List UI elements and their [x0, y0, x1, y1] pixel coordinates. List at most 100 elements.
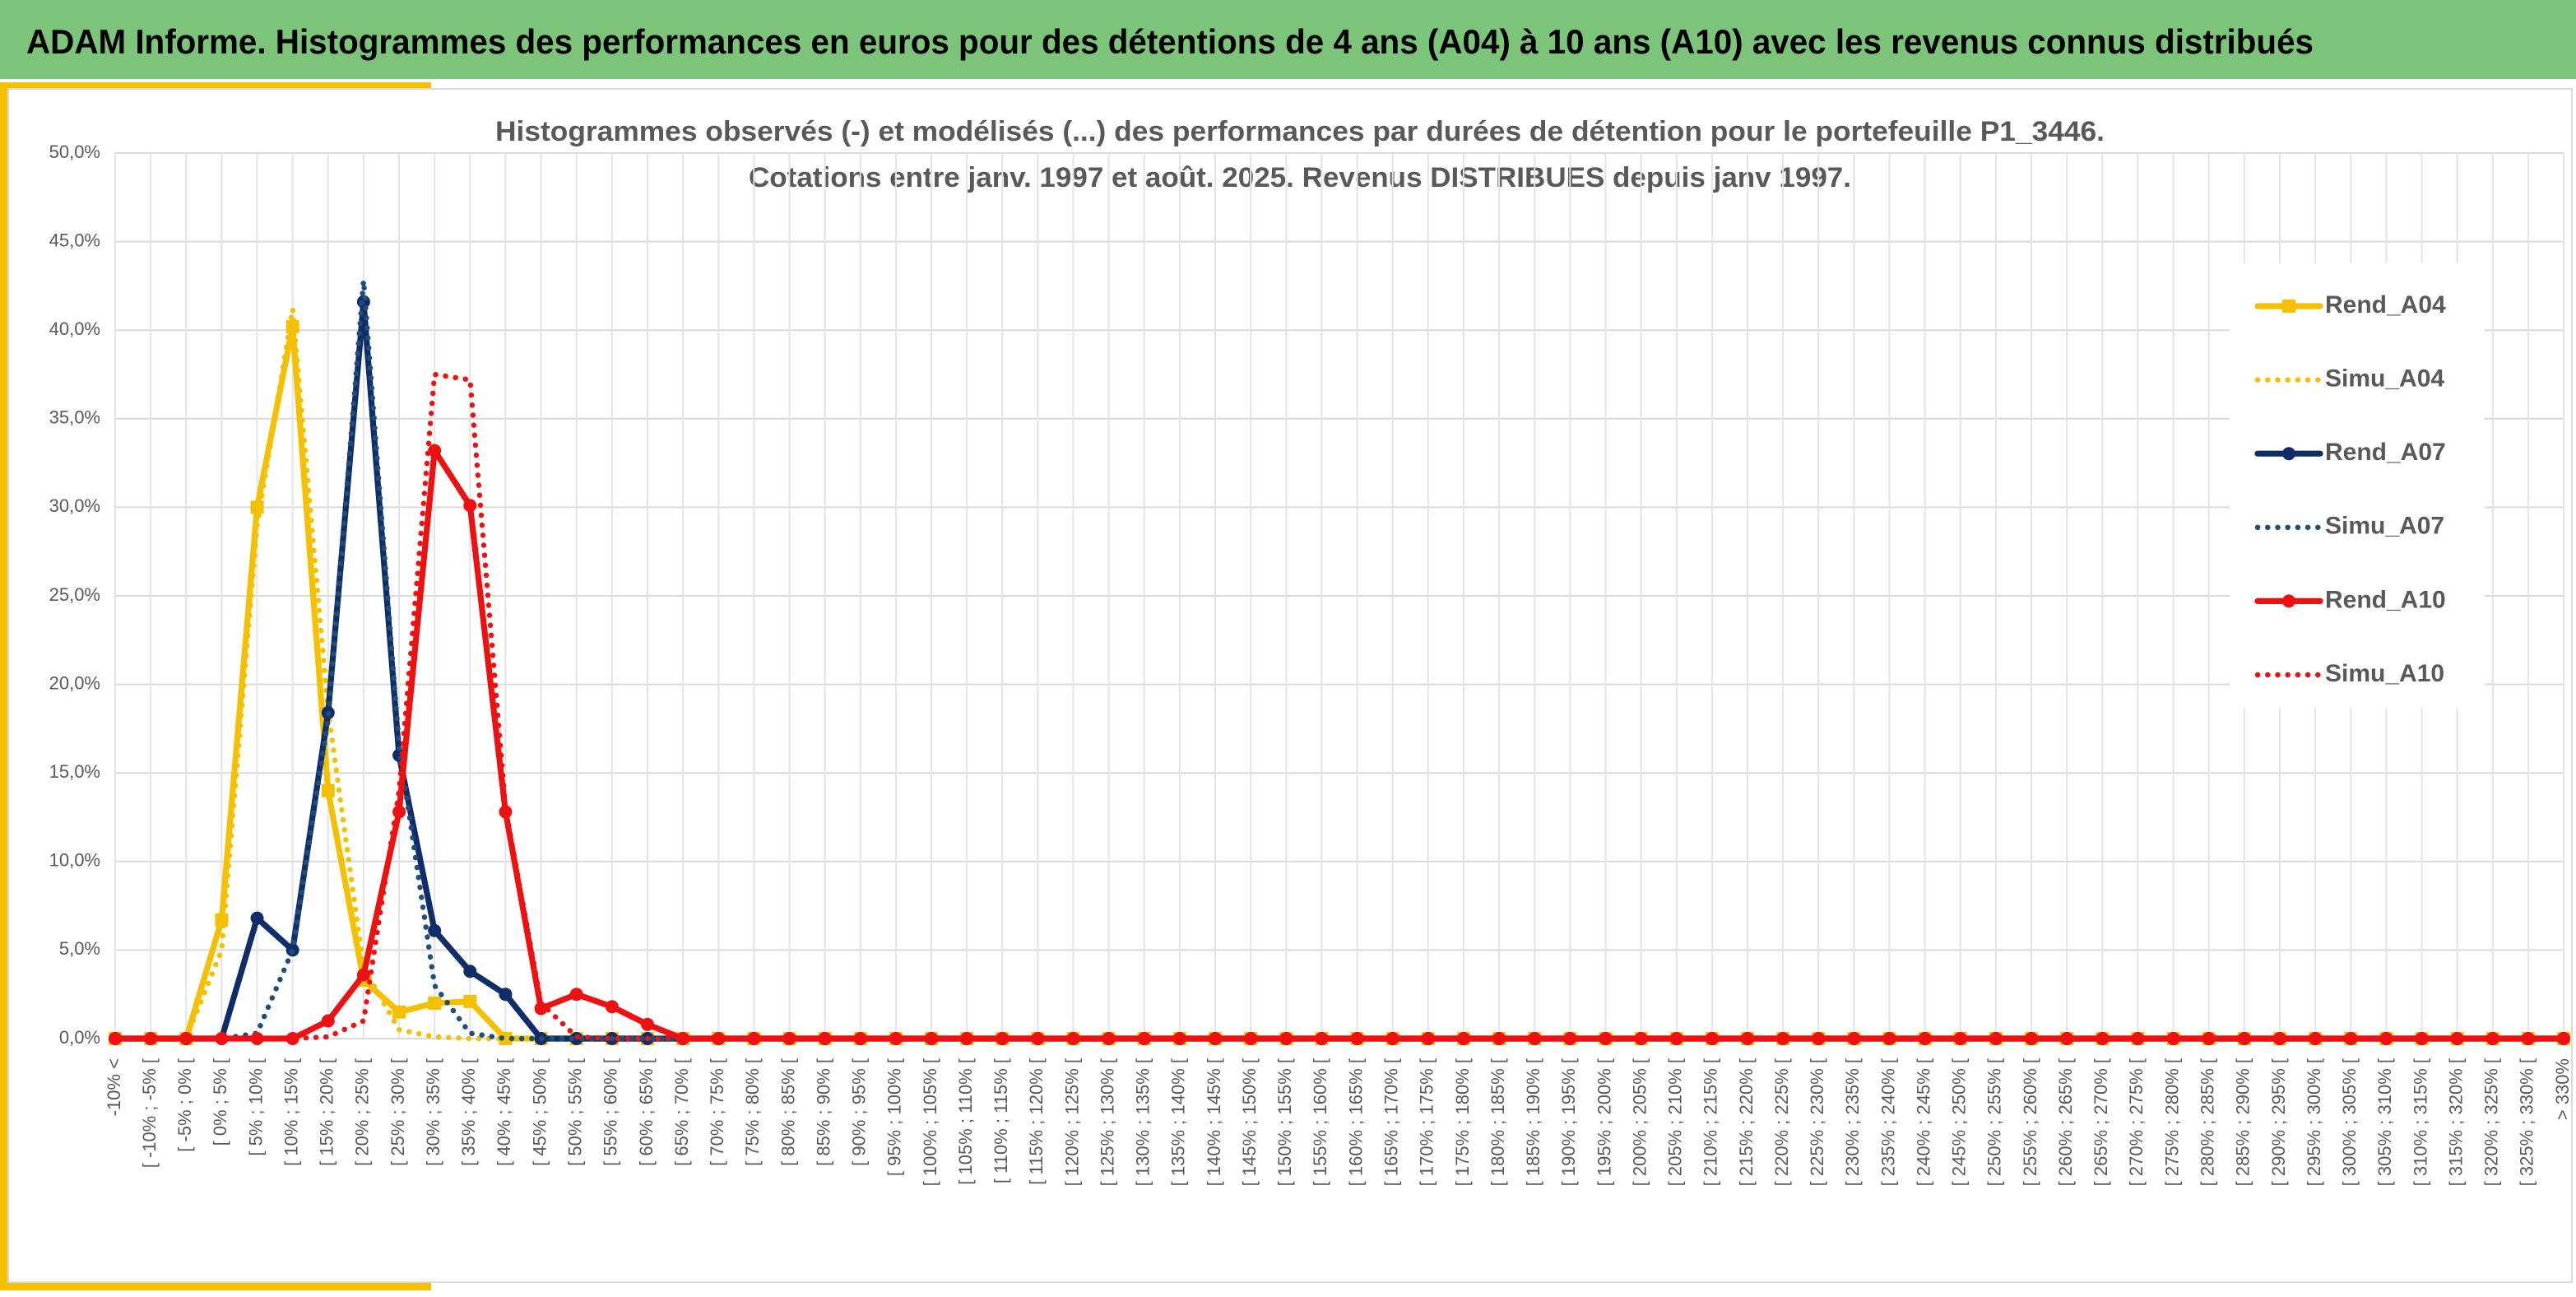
- x-tick-label: [ 50% ; 55% [: [565, 1058, 586, 1166]
- point-marker: [463, 965, 477, 979]
- y-tick-label: 20,0%: [49, 672, 100, 693]
- point-marker: [1669, 1032, 1683, 1045]
- x-tick-label: [ 250% ; 255% [: [1984, 1058, 2005, 1186]
- y-tick-label: 5,0%: [59, 938, 100, 959]
- legend-label: Rend_A04: [2325, 291, 2446, 318]
- x-tick-label: [ 135% ; 140% [: [1168, 1058, 1189, 1186]
- legend-label: Simu_A07: [2325, 513, 2444, 540]
- x-tick-label: [ 310% ; 315% [: [2410, 1058, 2430, 1186]
- accent-left: [0, 82, 8, 1290]
- y-tick-label: 10,0%: [49, 850, 100, 871]
- point-marker: [1066, 1032, 1080, 1045]
- point-marker: [569, 988, 583, 1002]
- point-marker: [428, 444, 442, 458]
- x-tick-label: [ 90% ; 95% [: [849, 1058, 870, 1166]
- x-tick-label: [ 55% ; 60% [: [601, 1058, 621, 1166]
- x-tick-label: [ 15% ; 20% [: [317, 1058, 337, 1166]
- point-marker: [321, 783, 335, 797]
- legend-marker: [2282, 447, 2295, 461]
- x-tick-label: [ 100% ; 105% [: [920, 1058, 940, 1186]
- point-marker: [285, 1032, 299, 1045]
- point-marker: [747, 1032, 761, 1045]
- x-tick-label: [ 175% ; 180% [: [1452, 1058, 1473, 1186]
- point-marker: [1599, 1032, 1613, 1045]
- x-tick-label: [ 35% ; 40% [: [458, 1058, 479, 1166]
- x-tick-label: [ 180% ; 185% [: [1488, 1058, 1508, 1186]
- x-tick-label: [ 210% ; 215% [: [1701, 1058, 1721, 1186]
- point-marker: [499, 1032, 513, 1045]
- x-tick-label: [ 235% ; 240% [: [1877, 1058, 1898, 1186]
- x-tick-label: [ 195% ; 200% [: [1594, 1058, 1614, 1186]
- point-marker: [1989, 1032, 2003, 1045]
- y-tick-label: 35,0%: [49, 407, 100, 428]
- x-tick-label: [ 220% ; 225% [: [1771, 1058, 1792, 1186]
- x-tick-label: [ 130% ; 135% [: [1133, 1058, 1153, 1186]
- chart-subtitle: Cotations entre janv. 1997 et août. 2025…: [749, 162, 1851, 193]
- x-tick-label: [ 5% ; 10% [: [245, 1058, 266, 1156]
- legend-box: [2230, 263, 2485, 708]
- point-marker: [144, 1032, 158, 1045]
- point-marker: [676, 1032, 690, 1045]
- x-tick-label: [ 260% ; 265% [: [2055, 1058, 2076, 1186]
- x-tick-label: > 330%: [2552, 1058, 2573, 1120]
- x-tick-label: [ 230% ; 235% [: [1842, 1058, 1863, 1186]
- x-tick-label: [ 145% ; 150% [: [1239, 1058, 1260, 1186]
- x-tick-label: [ 245% ; 250% [: [1949, 1058, 1970, 1186]
- x-tick-label: [ 165% ; 170% [: [1381, 1058, 1402, 1186]
- point-marker: [1350, 1032, 1364, 1045]
- point-marker: [2131, 1032, 2145, 1045]
- x-tick-label: [ 85% ; 90% [: [813, 1058, 833, 1166]
- point-marker: [2202, 1032, 2216, 1045]
- x-tick-label: [ 60% ; 65% [: [636, 1058, 657, 1166]
- x-tick-label: [ 200% ; 205% [: [1629, 1058, 1650, 1186]
- legend-label: Simu_A04: [2325, 365, 2444, 393]
- accent-top: [0, 82, 431, 89]
- y-tick-label: 40,0%: [49, 318, 100, 339]
- x-tick-label: [ 110% ; 115% [: [991, 1058, 1011, 1183]
- x-tick-label: [ 0% ; 5% [: [210, 1058, 230, 1146]
- point-marker: [1209, 1032, 1223, 1045]
- x-tick-label: [ 10% ; 15% [: [281, 1058, 301, 1166]
- point-marker: [2415, 1032, 2429, 1045]
- point-marker: [889, 1032, 903, 1045]
- point-marker: [640, 1017, 654, 1031]
- x-tick-label: [ 285% ; 290% [: [2233, 1058, 2253, 1186]
- point-marker: [428, 923, 442, 937]
- x-tick-label: [ 205% ; 210% [: [1665, 1058, 1686, 1186]
- point-marker: [818, 1032, 832, 1045]
- point-marker: [321, 1014, 335, 1028]
- point-marker: [215, 1032, 229, 1045]
- x-tick-label: [ 155% ; 160% [: [1310, 1058, 1330, 1186]
- legend-label: Rend_A07: [2325, 439, 2446, 466]
- chart-title: Histogrammes observés (-) et modélisés (…: [495, 116, 2105, 147]
- x-tick-label: [ 95% ; 100% [: [884, 1058, 905, 1176]
- point-marker: [1279, 1032, 1293, 1045]
- x-tick-label: [ 215% ; 220% [: [1736, 1058, 1757, 1186]
- x-tick-label: -10% <: [104, 1058, 124, 1116]
- point-marker: [2060, 1032, 2074, 1045]
- x-tick-label: [ 305% ; 310% [: [2374, 1058, 2395, 1186]
- x-tick-label: [ 275% ; 280% [: [2161, 1058, 2182, 1186]
- y-tick-label: 0,0%: [59, 1027, 100, 1048]
- x-tick-label: [ 20% ; 25% [: [352, 1058, 373, 1166]
- point-marker: [2557, 1032, 2570, 1045]
- x-tick-label: [ 120% ; 125% [: [1061, 1058, 1082, 1186]
- x-tick-label: [ 115% ; 120% [: [1026, 1058, 1047, 1185]
- x-tick-label: [ 45% ; 50% [: [529, 1058, 550, 1166]
- x-tick-label: [ 80% ; 85% [: [777, 1058, 798, 1166]
- x-tick-label: [ 70% ; 75% [: [707, 1058, 727, 1166]
- x-tick-label: [ 25% ; 30% [: [388, 1058, 408, 1166]
- point-marker: [605, 1000, 619, 1014]
- header-bar: [0, 0, 2576, 79]
- point-marker: [1528, 1032, 1542, 1045]
- point-marker: [463, 499, 477, 513]
- legend-marker: [2282, 300, 2295, 313]
- x-tick-label: [ 240% ; 245% [: [1913, 1058, 1933, 1186]
- x-tick-label: [ 325% ; 330% [: [2517, 1058, 2537, 1186]
- series-line: [112, 371, 2567, 1042]
- y-tick-label: 25,0%: [49, 584, 100, 605]
- x-tick-label: [ 65% ; 70% [: [671, 1058, 692, 1166]
- x-tick-label: [ 75% ; 80% [: [742, 1058, 763, 1166]
